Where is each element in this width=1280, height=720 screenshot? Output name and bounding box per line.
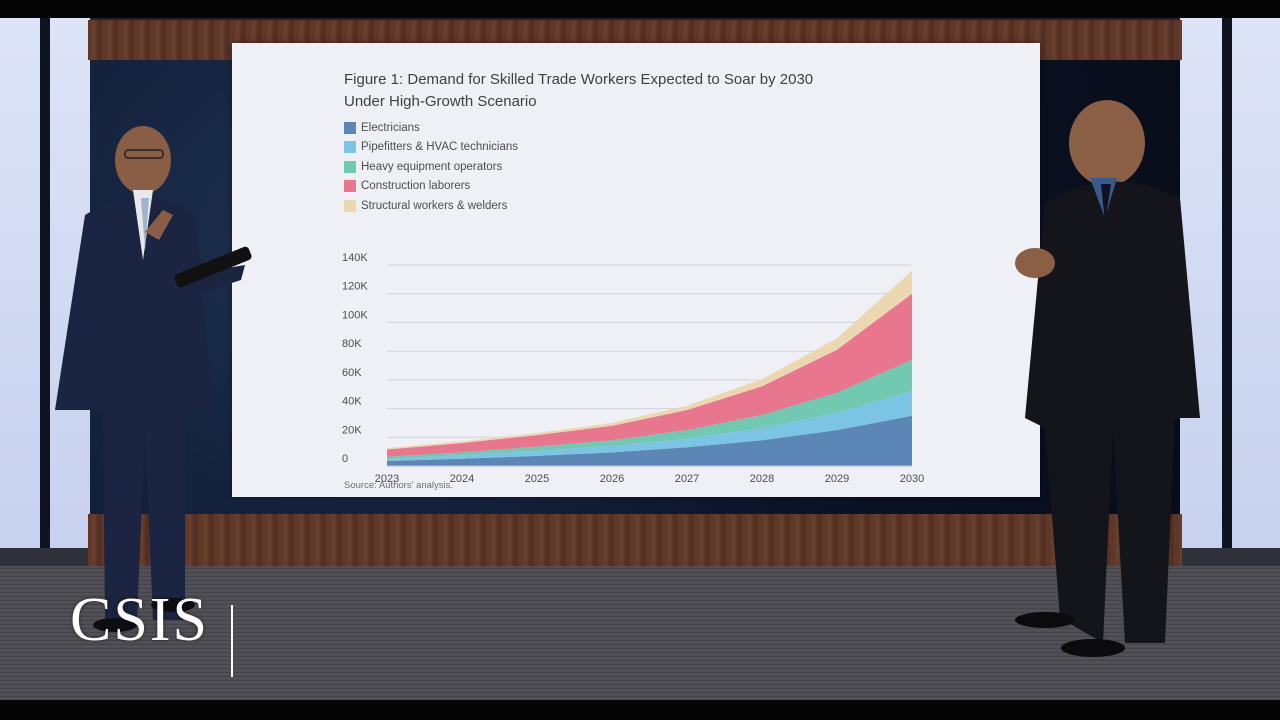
legend-swatch [344,141,356,154]
y-tick-label: 0 [342,453,348,465]
presenter-shoe [1015,612,1075,628]
display-screen: Figure 1: Demand for Skilled Trade Worke… [232,43,1040,497]
x-tick-label: 2025 [525,473,549,485]
y-tick-label: 80K [342,338,362,350]
presenter-shoe [151,598,195,612]
letterbox-bottom [0,700,1280,720]
presenter-shoe [1061,639,1125,657]
legend-label: Electricians [361,121,420,134]
x-tick-label: 2024 [450,473,474,485]
x-tick-label: 2027 [675,473,699,485]
legend-item: Construction laborers [344,177,518,197]
area-series-4 [387,270,912,450]
logo-divider [231,605,233,677]
legend-label: Heavy equipment operators [361,160,503,173]
stacked-area-chart: 0 20K 40K 60K 80K 100K 120K 140K 2023 2024 2025 202… [342,252,924,485]
legend-label: Construction laborers [361,180,471,193]
glasses-icon [124,149,164,159]
presenter-tie [1101,184,1111,223]
light-panel [1232,18,1280,548]
y-tick-label: 100K [342,309,368,321]
panel-divider [40,18,50,548]
x-tick-label: 2028 [750,473,774,485]
light-panel [0,18,40,548]
x-tick-label: 2030 [900,473,924,485]
panel-divider [1222,18,1232,548]
presenter-hand [145,210,173,240]
presenter-suit [55,197,213,620]
wood-paneling-bottom [88,514,1182,574]
y-tick-label: 60K [342,367,362,379]
csis-logo: CSIS [70,586,209,654]
chart-title: Figure 1: Demand for Skilled Trade Worke… [344,69,984,113]
presenter-with-tablet [55,126,252,632]
letterbox-top [0,0,1280,18]
area-series-2 [387,359,912,459]
area-series-0 [387,415,912,466]
presenter-tie [141,198,149,250]
chart-title-line-1: Figure 1: Demand for Skilled Trade Worke… [344,71,814,88]
x-tick-label: 2029 [825,473,849,485]
legend-label: Pipefitters & HVAC technicians [361,141,519,154]
x-tick-label: 2026 [600,473,624,485]
chart-title-line-2: Under High-Growth Scenario [344,93,537,110]
y-tick-label: 20K [342,424,362,436]
legend-item: Structural workers & welders [344,196,518,216]
presenter-hands-clasped [1015,100,1200,657]
chart-source: Source: Authors' analysis. [344,480,454,491]
presenter-shoe [93,618,137,632]
tablet-icon [174,246,252,288]
legend-swatch [344,160,356,173]
legend-item: Heavy equipment operators [344,157,518,177]
presenter-head [115,126,171,194]
presenter-hands [1015,248,1055,278]
presenter-suit [1025,181,1200,643]
legend-item: Electricians [344,118,518,138]
presenter-head [1069,100,1145,186]
legend-item: Pipefitters & HVAC technicians [344,138,518,158]
area-series-3 [387,293,912,457]
x-tick-label: 2023 [375,473,399,485]
y-tick-label: 120K [342,281,368,293]
legend-label: Structural workers & welders [361,199,508,212]
y-tick-label: 40K [342,396,362,408]
legend-swatch [344,121,356,134]
area-series-1 [387,391,912,461]
y-tick-label: 140K [342,252,368,264]
legend-swatch [344,180,356,193]
chart-legend: Electricians Pipefitters & HVAC technicia… [344,118,518,216]
legend-swatch [344,199,356,212]
